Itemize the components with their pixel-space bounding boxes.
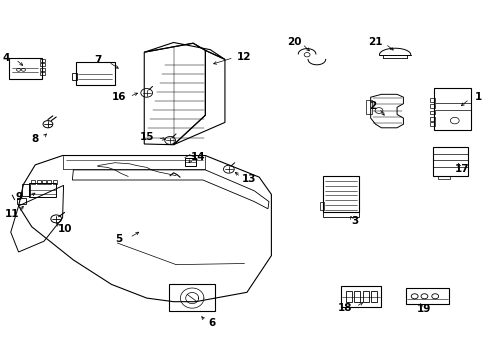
Bar bbox=[76, 62, 115, 85]
Bar bbox=[40, 59, 45, 62]
Text: 3: 3 bbox=[351, 216, 358, 226]
Bar bbox=[40, 72, 45, 75]
Bar bbox=[353, 291, 359, 302]
Bar bbox=[322, 212, 359, 217]
Bar bbox=[429, 111, 434, 114]
Bar bbox=[72, 73, 77, 80]
Text: 14: 14 bbox=[190, 152, 204, 162]
Text: 17: 17 bbox=[454, 164, 468, 174]
Text: 10: 10 bbox=[58, 224, 72, 234]
Text: 8: 8 bbox=[32, 134, 39, 144]
Bar bbox=[365, 100, 371, 114]
Text: 9: 9 bbox=[15, 193, 22, 202]
Bar bbox=[53, 180, 57, 184]
Bar bbox=[21, 184, 30, 196]
Bar bbox=[17, 198, 26, 204]
Bar bbox=[370, 291, 376, 302]
Bar bbox=[322, 176, 359, 212]
Bar bbox=[433, 88, 470, 130]
Bar bbox=[429, 104, 434, 108]
Bar bbox=[9, 58, 42, 79]
Text: 12: 12 bbox=[237, 52, 251, 62]
Bar bbox=[42, 180, 46, 184]
Text: 15: 15 bbox=[139, 132, 154, 142]
Bar bbox=[47, 180, 51, 184]
Bar bbox=[29, 183, 56, 197]
Bar bbox=[320, 202, 324, 210]
Text: 4: 4 bbox=[2, 53, 10, 63]
Bar bbox=[432, 147, 467, 176]
Bar bbox=[429, 98, 434, 102]
Bar bbox=[341, 286, 381, 307]
Bar bbox=[37, 180, 41, 184]
Bar bbox=[184, 158, 195, 166]
Text: 21: 21 bbox=[367, 37, 382, 47]
Text: 19: 19 bbox=[416, 303, 430, 314]
Bar bbox=[362, 291, 368, 302]
Text: 7: 7 bbox=[94, 55, 102, 65]
Text: 2: 2 bbox=[369, 101, 376, 111]
Bar bbox=[168, 284, 215, 311]
Bar bbox=[437, 176, 449, 179]
Text: 6: 6 bbox=[208, 318, 215, 328]
Text: 5: 5 bbox=[115, 234, 122, 244]
Text: 13: 13 bbox=[242, 174, 256, 184]
Text: 18: 18 bbox=[337, 303, 352, 313]
Bar bbox=[31, 180, 35, 184]
Bar bbox=[40, 63, 45, 66]
Text: 20: 20 bbox=[286, 37, 301, 47]
Bar bbox=[405, 288, 448, 304]
Bar bbox=[346, 291, 351, 302]
Bar bbox=[429, 117, 434, 121]
Text: 11: 11 bbox=[5, 209, 20, 219]
Bar bbox=[429, 122, 434, 126]
Bar bbox=[40, 68, 45, 71]
Text: 16: 16 bbox=[111, 93, 126, 103]
Text: 1: 1 bbox=[474, 92, 482, 102]
